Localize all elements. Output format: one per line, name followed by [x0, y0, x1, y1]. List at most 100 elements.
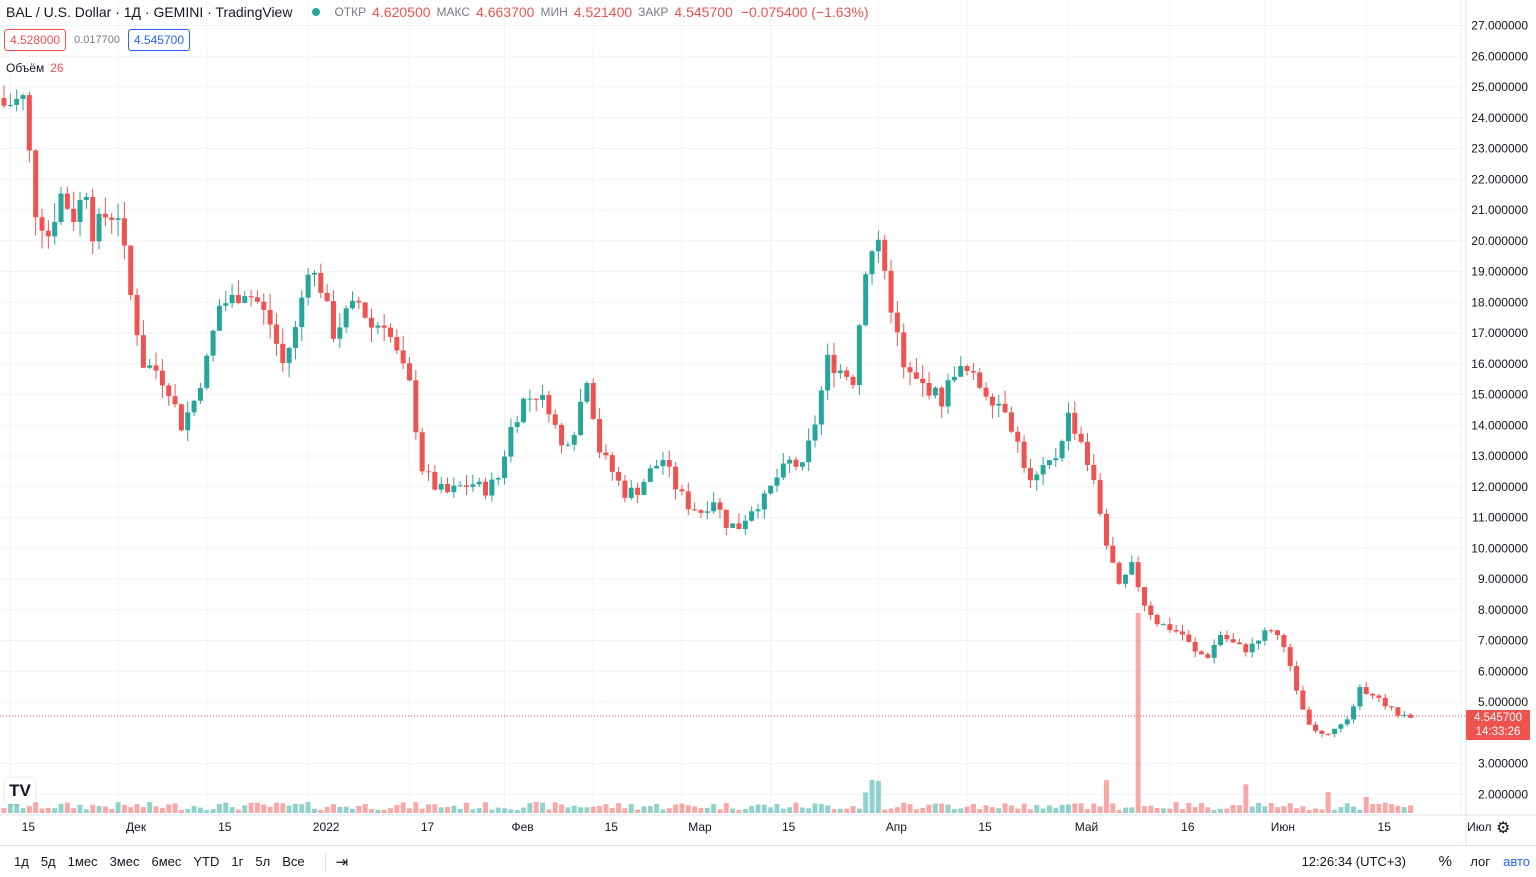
candle-body	[362, 302, 368, 318]
volume-bar	[711, 804, 717, 813]
clock-timezone[interactable]: 12:26:34 (UTC+3)	[1301, 854, 1406, 869]
range-5y-button[interactable]: 5л	[255, 854, 271, 869]
candle-body	[1230, 639, 1236, 643]
candle-body	[970, 370, 976, 373]
volume-bar	[679, 803, 685, 813]
volume-bar	[26, 806, 32, 813]
symbol-title[interactable]: BAL / U.S. Dollar · 1Д · GEMINI · Tradin…	[6, 4, 293, 20]
range-1y-button[interactable]: 1г	[231, 854, 244, 869]
candle-body	[153, 365, 159, 371]
candle-body	[1338, 724, 1344, 729]
volume-bar	[996, 808, 1002, 813]
volume-bar	[58, 803, 64, 813]
volume-bar	[559, 804, 565, 813]
volume-legend[interactable]: Объём 26	[6, 61, 64, 75]
volume-bar	[1376, 804, 1382, 813]
volume-label: Объём	[6, 61, 45, 75]
price-axis[interactable]: 27.000000 26.000000 25.000000 24.000000 23.0…	[1471, 19, 1528, 802]
volume-bar	[685, 805, 691, 813]
range-1d-button[interactable]: 1д	[14, 854, 29, 869]
volume-bar	[901, 802, 907, 813]
candle-body	[90, 196, 96, 242]
gear-icon[interactable]: ⚙	[1496, 820, 1511, 837]
candle-body	[324, 292, 330, 302]
candle-body	[438, 483, 444, 490]
price-chart[interactable]: 27.000000 26.000000 25.000000 24.000000 23.0…	[0, 0, 1536, 845]
candle-body	[343, 308, 349, 328]
candle-body	[39, 217, 45, 231]
volume-bar	[64, 802, 70, 813]
volume-bar	[590, 806, 596, 813]
volume-bar	[780, 808, 786, 813]
calendar-goto-icon[interactable]: ⇥	[335, 853, 349, 871]
volume-bar	[508, 809, 514, 813]
volume-bar	[1154, 807, 1160, 813]
range-1m-button[interactable]: 1мес	[67, 854, 98, 869]
buy-button[interactable]: 4.545700	[127, 29, 191, 51]
price-tick-label: 16.000000	[1471, 357, 1528, 371]
candle-body	[1173, 630, 1179, 632]
candle-body	[1306, 709, 1312, 725]
range-ytd-button[interactable]: YTD	[193, 854, 220, 869]
volume-bar	[964, 806, 970, 813]
candle-body	[825, 354, 831, 391]
volume-bar	[951, 808, 957, 813]
volume-bar	[451, 805, 457, 813]
volume-bar	[837, 808, 843, 813]
volume-bar	[647, 806, 653, 813]
candle-body	[216, 305, 222, 331]
candle-body	[571, 434, 577, 445]
volume-bar	[888, 808, 894, 813]
volume-bar	[1389, 804, 1395, 813]
time-axis[interactable]: 15 Дек 15 2022 17 Фев 15 Мар 15 Апр 15 Май 16 Июн 15 Ию…	[22, 820, 1492, 834]
volume-bar	[311, 808, 317, 813]
bar-countdown: 14:33:26	[1475, 726, 1521, 738]
candle-body	[863, 274, 869, 326]
range-all-button[interactable]: Все	[282, 854, 305, 869]
price-tick-label: 23.000000	[1471, 142, 1528, 156]
candle-body	[432, 471, 438, 490]
sell-button[interactable]: 4.528000	[4, 29, 67, 51]
volume-bar	[71, 808, 77, 813]
range-6m-button[interactable]: 6мес	[151, 854, 182, 869]
volume-bar	[1034, 804, 1040, 813]
volume-bar	[622, 808, 628, 813]
candle-body	[96, 213, 102, 242]
candle-body	[1249, 643, 1255, 653]
volume-bar	[413, 802, 419, 813]
candle-body	[115, 218, 121, 220]
volume-bar	[375, 809, 381, 813]
price-tick-label: 5.000000	[1478, 695, 1528, 709]
volume-bar	[831, 809, 837, 813]
auto-scale-button[interactable]: авто	[1503, 854, 1530, 869]
candle-body	[349, 300, 355, 309]
volume-bar	[292, 803, 298, 813]
volume-bar	[1218, 808, 1224, 813]
candle-body	[932, 387, 938, 396]
tradingview-logo-icon[interactable]: TV	[5, 778, 35, 804]
range-3m-button[interactable]: 3мес	[109, 854, 140, 869]
candle-body	[280, 343, 286, 363]
candle-body	[685, 491, 691, 510]
candle-body	[926, 383, 932, 396]
volume-bar	[654, 803, 660, 813]
volume-bar	[1046, 805, 1052, 813]
candle-body	[1160, 624, 1166, 626]
volume-bar	[584, 807, 590, 813]
candle-body	[996, 403, 1002, 406]
volume-bar	[1325, 792, 1331, 813]
volume-bar	[1338, 807, 1344, 813]
volume-bar	[1148, 805, 1154, 813]
range-5d-button[interactable]: 5д	[40, 854, 56, 869]
volume-bar	[7, 802, 13, 813]
candle-body	[242, 296, 248, 303]
percent-scale-button[interactable]: %	[1438, 853, 1452, 870]
market-status-icon	[312, 8, 321, 16]
volume-bar	[907, 804, 913, 813]
candle-body	[565, 444, 571, 446]
order-boxes: 4.528000 0.017700 4.545700	[4, 29, 191, 51]
volume-bar	[1313, 808, 1319, 813]
last-price-value: 4.545700	[1474, 712, 1522, 724]
log-scale-button[interactable]: лог	[1470, 854, 1490, 869]
candle-body	[185, 412, 191, 431]
